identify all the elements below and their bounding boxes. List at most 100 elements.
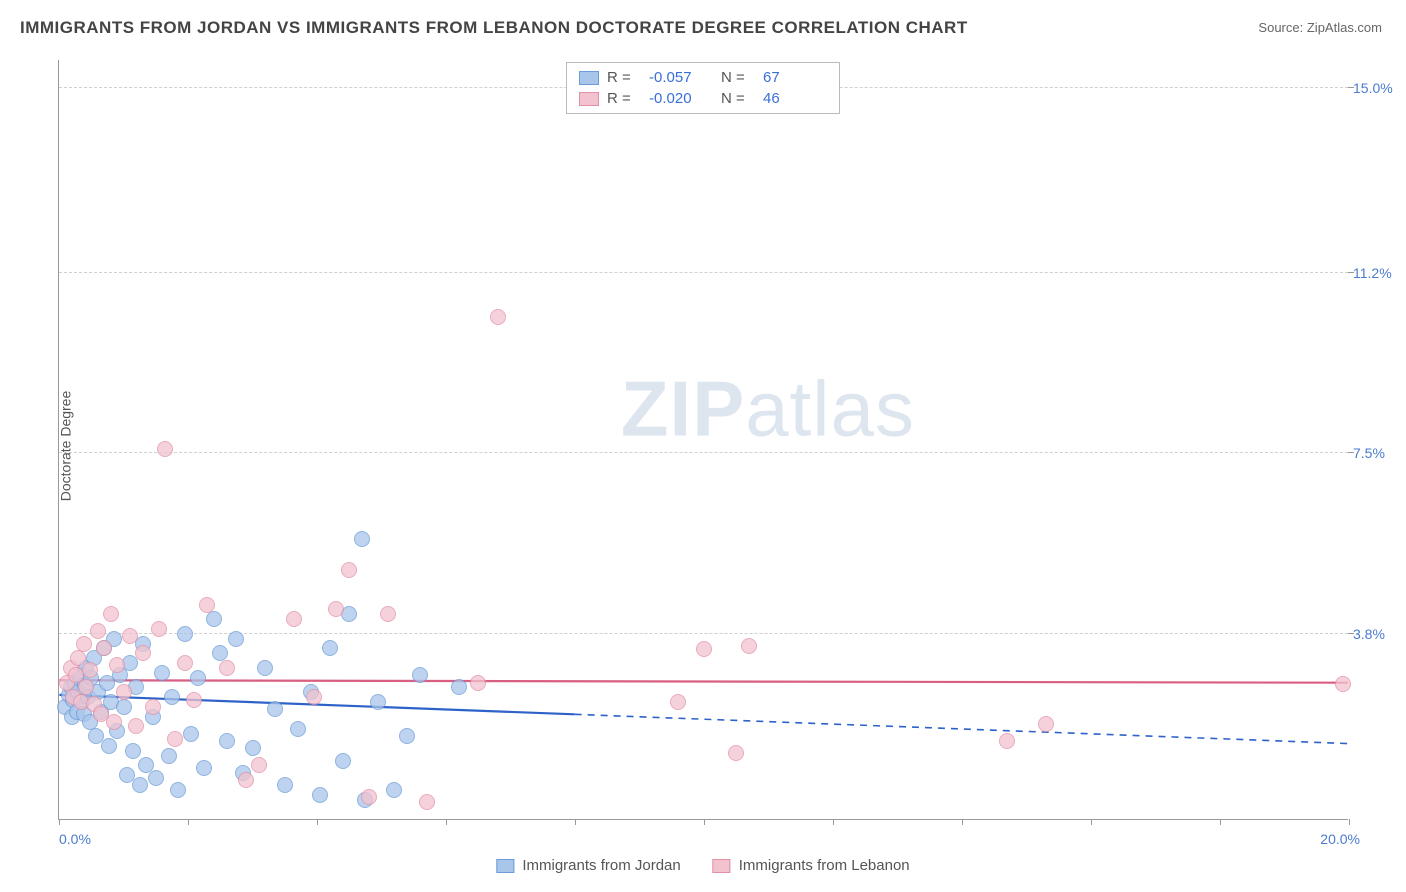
data-point [148,770,164,786]
x-min-label: 0.0% [59,831,91,847]
data-point [76,636,92,652]
data-point [1335,676,1351,692]
data-point [335,753,351,769]
data-point [219,733,235,749]
legend-item-jordan: Immigrants from Jordan [496,857,680,874]
data-point [128,718,144,734]
data-point [341,562,357,578]
watermark: ZIPatlas [621,364,915,455]
data-point [206,611,222,627]
data-point [145,699,161,715]
x-tick-mark [962,819,963,825]
data-point [306,689,322,705]
data-point [135,645,151,661]
x-tick-mark [575,819,576,825]
n-value-jordan: 67 [763,69,827,86]
data-point [251,757,267,773]
source-label: Source: [1258,20,1303,35]
watermark-bold: ZIP [621,365,745,453]
trend-lines-layer [59,60,1348,819]
n-value-lebanon: 46 [763,90,827,107]
watermark-rest: atlas [745,365,915,453]
data-point [238,772,254,788]
data-point [286,611,302,627]
data-point [183,726,199,742]
data-point [470,675,486,691]
data-point [122,628,138,644]
x-tick-mark [833,819,834,825]
legend-label-jordan: Immigrants from Jordan [522,857,680,874]
n-label: N = [721,90,755,107]
legend-stats-row-jordan: R = -0.057 N = 67 [579,67,827,88]
legend-label-lebanon: Immigrants from Lebanon [739,857,910,874]
data-point [741,638,757,654]
gridline [59,452,1348,453]
data-point [116,699,132,715]
data-point [312,787,328,803]
legend-stats: R = -0.057 N = 67 R = -0.020 N = 46 [566,62,840,114]
y-tick-label: 11.2% [1353,265,1406,281]
legend-swatch-jordan [496,859,514,873]
data-point [164,689,180,705]
r-value-lebanon: -0.020 [649,90,713,107]
data-point [109,657,125,673]
y-tick-label: 7.5% [1353,445,1406,461]
data-point [190,670,206,686]
y-tick-label: 15.0% [1353,80,1406,96]
data-point [257,660,273,676]
data-point [78,679,94,695]
data-point [103,606,119,622]
data-point [361,789,377,805]
source-attribution: Source: ZipAtlas.com [1258,20,1382,35]
data-point [328,601,344,617]
source-value: ZipAtlas.com [1307,20,1382,35]
data-point [82,662,98,678]
data-point [696,641,712,657]
data-point [161,748,177,764]
data-point [106,714,122,730]
data-point [132,777,148,793]
data-point [322,640,338,656]
legend-item-lebanon: Immigrants from Lebanon [713,857,910,874]
legend-stats-row-lebanon: R = -0.020 N = 46 [579,88,827,109]
legend-series: Immigrants from Jordan Immigrants from L… [496,857,909,874]
data-point [267,701,283,717]
data-point [451,679,467,695]
data-point [728,745,744,761]
data-point [186,692,202,708]
data-point [154,665,170,681]
x-tick-mark [1349,819,1350,825]
x-tick-mark [1091,819,1092,825]
data-point [90,623,106,639]
data-point [277,777,293,793]
data-point [1038,716,1054,732]
gridline [59,633,1348,634]
x-tick-mark [446,819,447,825]
chart-title: IMMIGRANTS FROM JORDAN VS IMMIGRANTS FRO… [20,18,968,38]
y-tick-label: 3.8% [1353,626,1406,642]
plot-area: ZIPatlas 15.0%11.2%7.5%3.8%0.0%20.0% [58,60,1348,820]
x-max-label: 20.0% [1320,831,1360,847]
x-tick-mark [188,819,189,825]
data-point [399,728,415,744]
data-point [290,721,306,737]
data-point [177,655,193,671]
y-tick-mark [1348,87,1354,88]
y-tick-mark [1348,452,1354,453]
data-point [170,782,186,798]
r-label: R = [607,90,641,107]
r-value-jordan: -0.057 [649,69,713,86]
data-point [167,731,183,747]
data-point [245,740,261,756]
data-point [670,694,686,710]
data-point [96,640,112,656]
gridline [59,272,1348,273]
data-point [212,645,228,661]
data-point [999,733,1015,749]
data-point [157,441,173,457]
data-point [151,621,167,637]
y-tick-mark [1348,272,1354,273]
r-label: R = [607,69,641,86]
data-point [101,738,117,754]
data-point [419,794,435,810]
